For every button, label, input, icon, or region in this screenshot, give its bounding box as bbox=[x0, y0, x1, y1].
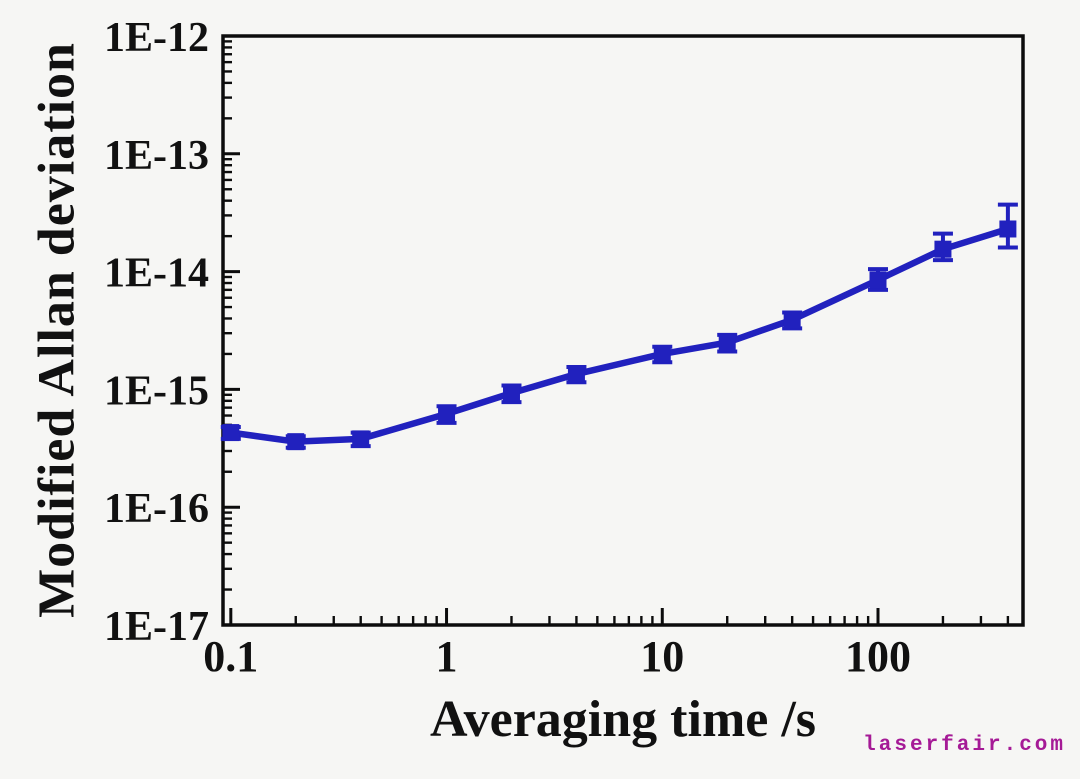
x-axis-title: Averaging time /s bbox=[429, 691, 817, 748]
y-tick-label: 1E-13 bbox=[104, 133, 209, 179]
x-tick-label: 100 bbox=[845, 632, 911, 681]
data-point-marker bbox=[438, 405, 456, 423]
plot-frame bbox=[221, 34, 1025, 627]
x-tick-label: 10 bbox=[640, 632, 684, 681]
watermark-text: laserfair.com bbox=[863, 734, 1066, 757]
data-point-marker bbox=[352, 430, 370, 448]
data-point-marker bbox=[999, 220, 1017, 238]
data-point-marker bbox=[934, 240, 952, 258]
y-tick-label: 1E-12 bbox=[104, 15, 209, 61]
x-tick-label: 1 bbox=[436, 632, 458, 681]
data-line bbox=[227, 225, 1012, 445]
y-tick-label: 1E-16 bbox=[104, 486, 209, 532]
data-point-marker bbox=[287, 433, 305, 451]
x-tick-label: 0.1 bbox=[203, 632, 258, 681]
data-point-marker bbox=[567, 365, 585, 383]
data-point-marker bbox=[869, 271, 887, 289]
y-axis-title: Modified Allan deviation bbox=[28, 42, 86, 618]
data-point-marker bbox=[718, 334, 736, 352]
y-tick-label: 1E-15 bbox=[104, 368, 209, 414]
data-point-marker bbox=[783, 311, 801, 329]
data-point-marker bbox=[502, 384, 520, 402]
data-point-marker bbox=[222, 424, 240, 442]
y-tick-label: 1E-17 bbox=[104, 604, 209, 650]
data-point-marker bbox=[653, 345, 671, 363]
y-tick-label: 1E-14 bbox=[104, 251, 209, 297]
